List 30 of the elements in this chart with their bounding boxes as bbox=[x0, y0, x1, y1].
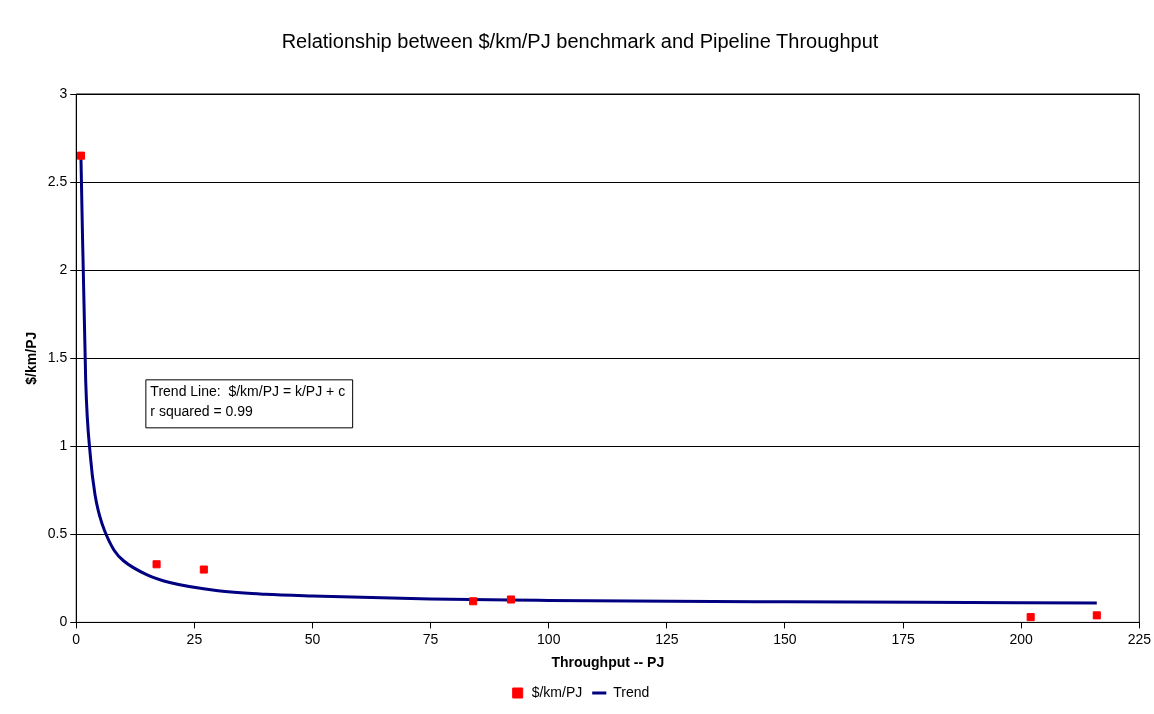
x-tick-label: 0 bbox=[72, 630, 81, 647]
y-tick-label: 1.5 bbox=[47, 349, 68, 366]
point bbox=[506, 595, 515, 604]
point bbox=[152, 560, 161, 569]
x-tick-label: 75 bbox=[422, 630, 439, 647]
x-axis-title: Throughput -- PJ bbox=[551, 654, 665, 671]
point bbox=[76, 151, 86, 160]
y-tick-label: 2 bbox=[59, 260, 68, 277]
y-tick-label: 1 bbox=[59, 437, 68, 454]
legend-label: Trend bbox=[613, 683, 650, 700]
y-tick-label: 0 bbox=[59, 613, 68, 630]
x-tick-label: 150 bbox=[773, 630, 797, 647]
point bbox=[1026, 613, 1035, 622]
point bbox=[1092, 611, 1101, 620]
y-tick-label: 2.5 bbox=[47, 172, 68, 189]
y-axis-title: $/km/PJ bbox=[23, 331, 40, 385]
x-tick-label: 50 bbox=[304, 630, 321, 647]
point bbox=[199, 565, 208, 574]
chart-title: Relationship between $/km/PJ benchmark and Pipeline Throughput bbox=[281, 29, 879, 52]
x-tick-label: 100 bbox=[537, 630, 561, 647]
y-tick-label: 3 bbox=[59, 84, 68, 101]
point bbox=[469, 597, 478, 606]
legend-label: $/km/PJ bbox=[531, 683, 583, 700]
x-tick-label: 125 bbox=[655, 630, 679, 647]
x-tick-label: 200 bbox=[1009, 630, 1034, 647]
x-tick-label: 225 bbox=[1127, 630, 1152, 647]
y-tick-label: 0.5 bbox=[47, 525, 68, 542]
x-tick-label: 175 bbox=[891, 630, 915, 647]
x-tick-label: 25 bbox=[186, 630, 203, 647]
annotation: Trend Line: $/km/PJ = k/PJ + c r squared = 0.99 bbox=[150, 383, 346, 420]
